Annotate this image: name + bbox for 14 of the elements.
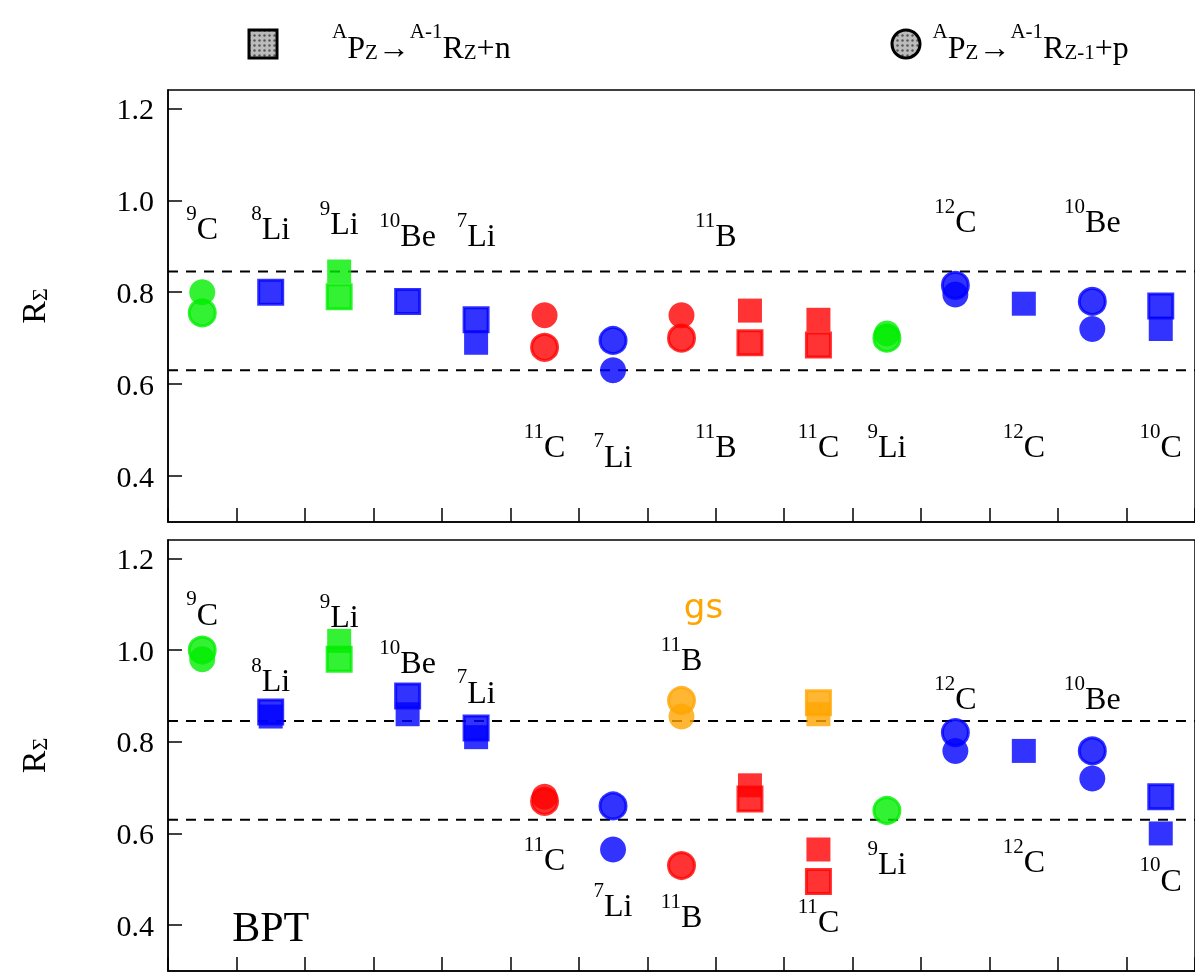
y-tick-label: 0.8 [116, 275, 154, 309]
y-tick-label: 0.4 [116, 908, 154, 942]
y-tick-label: 1.2 [116, 91, 154, 125]
y-tick-label: 0.6 [116, 816, 154, 850]
y-tick-label: 1.2 [116, 541, 154, 575]
y-axis-title: RΣ [14, 288, 52, 324]
y-axis-title: RΣ [14, 737, 52, 774]
series-label: gs [683, 585, 724, 626]
y-tick-label: 0.4 [116, 459, 154, 493]
y-tick-label: 1.0 [116, 633, 154, 667]
annotation: BPT [232, 903, 310, 950]
y-tick-label: 0.6 [116, 367, 154, 401]
y-tick-label: 1.0 [116, 183, 154, 217]
y-tick-label: 0.8 [116, 725, 154, 759]
